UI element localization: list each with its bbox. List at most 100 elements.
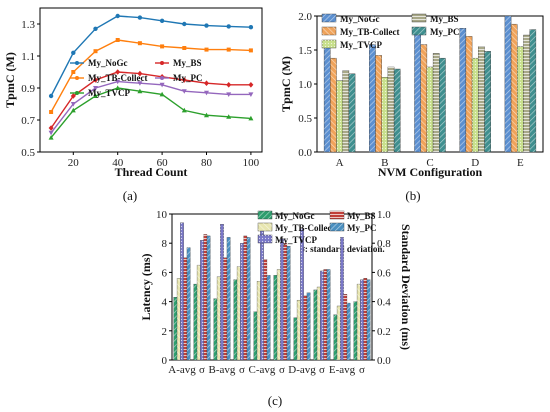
data-point-a xyxy=(137,70,143,77)
legend-label-c: My_TVCP xyxy=(275,235,317,245)
data-point-a xyxy=(226,24,231,29)
bar-hatch-b xyxy=(375,55,382,152)
bar-hatch-c xyxy=(277,269,281,360)
bar-hatch-c xyxy=(183,257,187,360)
data-point-a xyxy=(248,92,254,97)
bar-hatch-c xyxy=(357,284,361,360)
series-line-My_TB-Collect xyxy=(50,39,251,113)
legend-marker-a xyxy=(160,61,164,65)
bar-hatch-c xyxy=(283,243,287,360)
data-point-a xyxy=(160,44,165,49)
bar-hatch-c xyxy=(340,237,344,360)
x-tick-label-c: σ xyxy=(359,364,365,376)
data-point-a xyxy=(181,77,187,83)
bar-hatch-b xyxy=(472,58,479,152)
y-tick-label-c: 6 xyxy=(162,267,168,279)
data-point-a xyxy=(226,92,232,97)
data-point-a xyxy=(49,110,54,114)
data-point-a xyxy=(71,70,76,74)
legend-label-a: My_BS xyxy=(173,58,202,68)
data-point-a xyxy=(137,88,143,94)
x-tick-label-c: D-avg xyxy=(288,364,316,376)
data-point-a xyxy=(115,79,121,85)
bar-hatch-c xyxy=(226,237,231,360)
bar-hatch-c xyxy=(313,289,318,360)
bar-hatch-c xyxy=(203,234,207,360)
y-right-tick-label-c: 0.0 xyxy=(377,355,391,367)
caption-b: (b) xyxy=(405,188,420,203)
legend-hatch-c xyxy=(258,211,272,219)
y-tick-label-b: 0.0 xyxy=(298,147,312,159)
bar-hatch-c xyxy=(240,243,244,360)
data-point-a xyxy=(70,102,76,107)
bar-hatch-b xyxy=(523,35,530,152)
data-point-a xyxy=(48,93,54,99)
data-point-a xyxy=(48,125,54,131)
bar-hatch-b xyxy=(330,58,337,152)
legend-label-a: My_TVCP xyxy=(88,88,130,98)
bar-hatch-b xyxy=(342,70,349,152)
data-point-a xyxy=(204,23,209,28)
y-tick-label-c: 0 xyxy=(162,355,168,367)
legend-label-c: My_PC xyxy=(347,223,377,233)
series-line-My_NoGc xyxy=(50,15,251,97)
data-point-a xyxy=(182,21,187,27)
bar-hatch-c xyxy=(323,269,327,360)
x-axis-label-b: NVM Configuration xyxy=(378,165,483,179)
bar-hatch-c xyxy=(343,294,347,360)
bar-hatch-b xyxy=(484,51,491,152)
data-point-a xyxy=(204,47,209,52)
bar-hatch-c xyxy=(273,275,278,360)
y-axis-label-a: TpmC (M) xyxy=(3,52,17,108)
y-axis-label-b: TpmC (M) xyxy=(279,56,293,112)
y-tick-label-b: 1.5 xyxy=(298,45,312,57)
data-point-a xyxy=(181,107,187,113)
legend-label-b: My_TVCP xyxy=(340,40,382,50)
bar-hatch-c xyxy=(280,238,284,360)
y-right-tick-label-c: 0.4 xyxy=(377,297,391,309)
bar-hatch-c xyxy=(320,270,324,360)
bar-hatch-c xyxy=(177,278,181,360)
y-tick-label-c: 8 xyxy=(162,238,168,250)
y-tick-label-a: 1.3 xyxy=(21,19,35,31)
legend-marker-a xyxy=(75,76,79,80)
bar-hatch-c xyxy=(360,279,364,360)
data-point-a xyxy=(182,46,187,50)
legend-label-c: My_NoGc xyxy=(275,211,315,221)
x-tick-label-c: E-avg xyxy=(329,364,356,376)
series-line-My_BS xyxy=(50,71,251,129)
y-right-axis-label-c: Standard Deviation (ms) xyxy=(399,224,413,350)
data-point-a xyxy=(226,114,232,119)
x-tick-label-b: C xyxy=(426,157,433,169)
bar-hatch-b xyxy=(529,29,536,153)
y-right-tick-label-c: 1.0 xyxy=(377,209,391,221)
bar-hatch-b xyxy=(369,44,376,153)
data-point-a xyxy=(137,15,143,20)
legend-hatch-c xyxy=(330,211,344,219)
y-tick-label-a: 1.1 xyxy=(21,51,35,63)
data-point-a xyxy=(115,85,121,90)
data-point-a xyxy=(204,90,209,96)
y-tick-label-b: 0.5 xyxy=(298,113,312,125)
bar-hatch-c xyxy=(246,237,251,360)
data-point-a xyxy=(137,41,142,46)
x-tick-label-c: B-avg xyxy=(209,364,236,376)
bar-hatch-b xyxy=(433,53,440,152)
bar-hatch-c xyxy=(206,235,211,360)
bar-hatch-c xyxy=(297,300,301,360)
bar-hatch-c xyxy=(237,266,241,360)
legend-label-c: My_TB-Collect xyxy=(275,223,334,233)
legend-hatch-c xyxy=(258,235,272,243)
bar-hatch-b xyxy=(426,67,434,152)
bar-hatch-c xyxy=(337,305,341,360)
legend-label-c: My_BS xyxy=(347,211,376,221)
bar-hatch-c xyxy=(303,295,307,360)
bar-hatch-b xyxy=(504,16,512,152)
data-point-a xyxy=(71,50,76,55)
data-point-a xyxy=(226,82,232,88)
x-tick-label-c: σ xyxy=(279,364,285,376)
bar-hatch-c xyxy=(260,225,264,360)
data-point-a xyxy=(204,80,209,86)
legend-label-b: My_PC xyxy=(430,27,460,37)
